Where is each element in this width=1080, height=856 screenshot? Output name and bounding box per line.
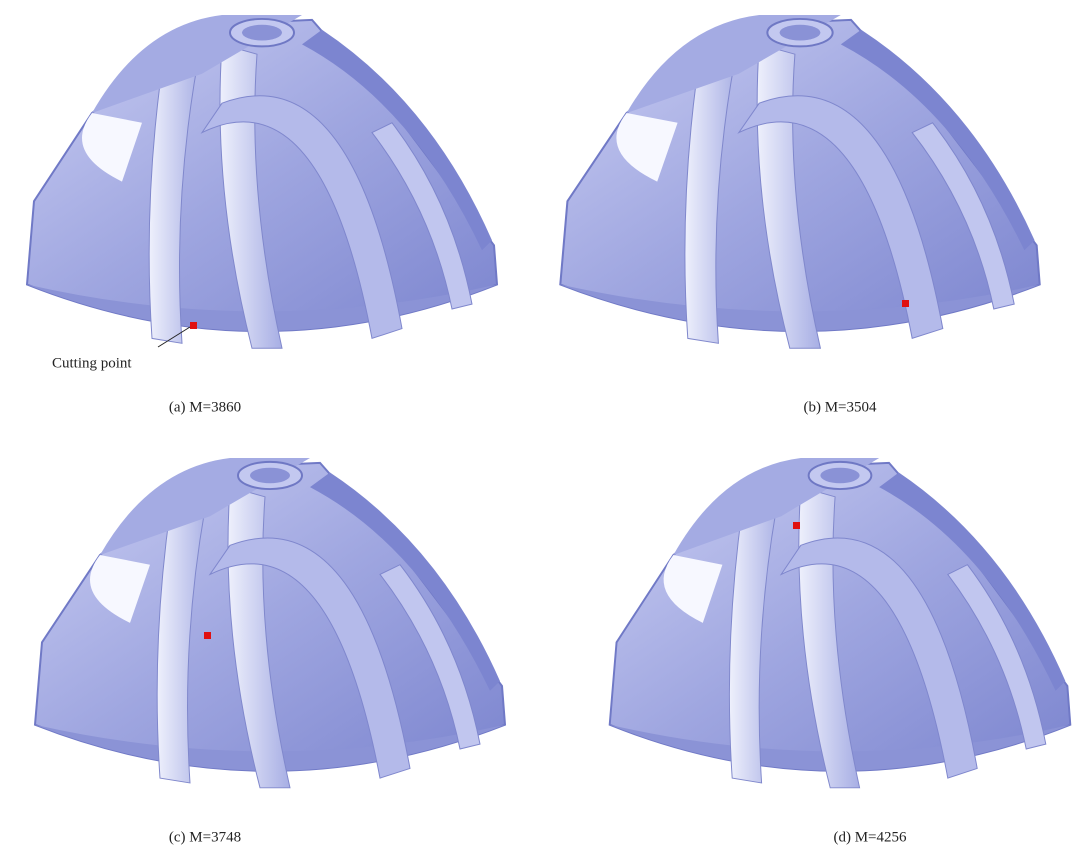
panel-c: (c) M=3748 xyxy=(35,458,505,845)
cutting-point-marker xyxy=(793,522,800,529)
annotation: Cutting point xyxy=(52,355,132,371)
figure: Cutting point (a) M=3860 (b) M=3504 (c) … xyxy=(0,0,1080,856)
cutting-point-marker xyxy=(902,300,909,307)
cutting-point-marker xyxy=(204,632,211,639)
cutting-point-marker xyxy=(190,322,197,329)
caption: (a) M=3860 xyxy=(169,399,241,415)
panel-b: (b) M=3504 xyxy=(560,15,1039,415)
caption: (b) M=3504 xyxy=(803,399,877,415)
impeller xyxy=(27,15,497,348)
panel-d: (d) M=4256 xyxy=(610,458,1071,845)
impeller xyxy=(35,458,505,788)
caption: (d) M=4256 xyxy=(833,829,907,845)
impeller xyxy=(560,15,1039,348)
impeller xyxy=(610,458,1071,788)
caption: (c) M=3748 xyxy=(169,829,241,845)
panel-a: Cutting point (a) M=3860 xyxy=(27,15,497,415)
